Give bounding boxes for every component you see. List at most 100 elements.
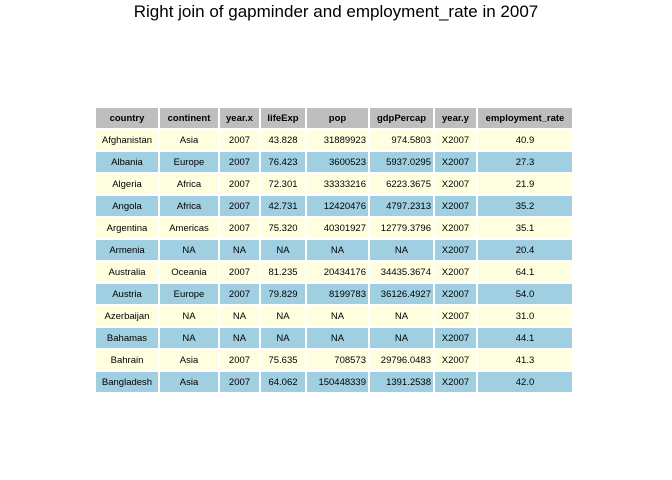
cell-year-y: X2007 — [435, 130, 476, 150]
cell-employment-rate: 64.1 — [478, 262, 572, 282]
cell-lifeexp: 81.235 — [261, 262, 305, 282]
cell-pop: 12420476 — [307, 196, 368, 216]
cell-year-y: X2007 — [435, 218, 476, 238]
cell-pop: 31889923 — [307, 130, 368, 150]
cell-continent: Asia — [160, 372, 218, 392]
cell-gdppercap: 1391.2538 — [370, 372, 433, 392]
cell-country: Australia — [96, 262, 158, 282]
cell-year-x: 2007 — [220, 196, 259, 216]
cell-pop: 20434176 — [307, 262, 368, 282]
cell-lifeexp: 76.423 — [261, 152, 305, 172]
cell-employment-rate: 27.3 — [478, 152, 572, 172]
cell-lifeexp: 64.062 — [261, 372, 305, 392]
table-row: Australia Oceania 2007 81.235 20434176 34435.… — [96, 262, 572, 282]
cell-year-x: NA — [220, 328, 259, 348]
table-row: Bahrain Asia 2007 75.635 708573 29796.0483 X20… — [96, 350, 572, 370]
cell-gdppercap: 34435.3674 — [370, 262, 433, 282]
cell-gdppercap: 974.5803 — [370, 130, 433, 150]
cell-year-x: NA — [220, 240, 259, 260]
table-row: Albania Europe 2007 76.423 3600523 5937.0295 X… — [96, 152, 572, 172]
cell-year-y: X2007 — [435, 350, 476, 370]
cell-continent: Africa — [160, 196, 218, 216]
cell-pop: NA — [307, 306, 368, 326]
cell-country: Argentina — [96, 218, 158, 238]
cell-country: Algeria — [96, 174, 158, 194]
column-header-year-x: year.x — [220, 108, 259, 128]
cell-pop: NA — [307, 240, 368, 260]
cell-employment-rate: 35.1 — [478, 218, 572, 238]
table-row: Armenia NA NA NA NA NA X2007 20.4 — [96, 240, 572, 260]
cell-employment-rate: 21.9 — [478, 174, 572, 194]
cell-gdppercap: 6223.3675 — [370, 174, 433, 194]
cell-lifeexp: NA — [261, 240, 305, 260]
cell-country: Angola — [96, 196, 158, 216]
column-header-year-y: year.y — [435, 108, 476, 128]
cell-lifeexp: 79.829 — [261, 284, 305, 304]
cell-year-x: 2007 — [220, 262, 259, 282]
cell-pop: 150448339 — [307, 372, 368, 392]
cell-continent: Africa — [160, 174, 218, 194]
cell-country: Albania — [96, 152, 158, 172]
cell-gdppercap: 36126.4927 — [370, 284, 433, 304]
table-row: Afghanistan Asia 2007 43.828 31889923 974.580… — [96, 130, 572, 150]
cell-country: Austria — [96, 284, 158, 304]
cell-gdppercap: 4797.2313 — [370, 196, 433, 216]
cell-employment-rate: 20.4 — [478, 240, 572, 260]
cell-lifeexp: 42.731 — [261, 196, 305, 216]
cell-year-y: X2007 — [435, 262, 476, 282]
cell-year-x: 2007 — [220, 152, 259, 172]
cell-employment-rate: 35.2 — [478, 196, 572, 216]
cell-year-x: 2007 — [220, 218, 259, 238]
column-header-continent: continent — [160, 108, 218, 128]
cell-year-y: X2007 — [435, 196, 476, 216]
cell-year-x: 2007 — [220, 350, 259, 370]
table-body: Afghanistan Asia 2007 43.828 31889923 974.580… — [96, 130, 572, 392]
cell-employment-rate: 31.0 — [478, 306, 572, 326]
cell-continent: Oceania — [160, 262, 218, 282]
cell-lifeexp: NA — [261, 328, 305, 348]
cell-pop: 33333216 — [307, 174, 368, 194]
cell-year-x: 2007 — [220, 130, 259, 150]
cell-country: Armenia — [96, 240, 158, 260]
cell-year-y: X2007 — [435, 240, 476, 260]
cell-country: Afghanistan — [96, 130, 158, 150]
table-row: Azerbaijan NA NA NA NA NA X2007 31.0 — [96, 306, 572, 326]
cell-continent: Europe — [160, 284, 218, 304]
cell-year-y: X2007 — [435, 174, 476, 194]
cell-continent: Asia — [160, 130, 218, 150]
cell-gdppercap: NA — [370, 240, 433, 260]
table-row: Austria Europe 2007 79.829 8199783 36126.4927… — [96, 284, 572, 304]
cell-year-y: X2007 — [435, 306, 476, 326]
column-header-gdppercap: gdpPercap — [370, 108, 433, 128]
column-header-lifeexp: lifeExp — [261, 108, 305, 128]
cell-employment-rate: 42.0 — [478, 372, 572, 392]
cell-year-y: X2007 — [435, 152, 476, 172]
cell-pop: 708573 — [307, 350, 368, 370]
cell-year-y: X2007 — [435, 372, 476, 392]
cell-year-x: 2007 — [220, 372, 259, 392]
cell-pop: 3600523 — [307, 152, 368, 172]
cell-gdppercap: 29796.0483 — [370, 350, 433, 370]
table-row: Bangladesh Asia 2007 64.062 150448339 1391.25… — [96, 372, 572, 392]
cell-country: Azerbaijan — [96, 306, 158, 326]
cell-year-y: X2007 — [435, 328, 476, 348]
cell-year-x: 2007 — [220, 174, 259, 194]
cell-gdppercap: NA — [370, 306, 433, 326]
cell-continent: NA — [160, 306, 218, 326]
cell-pop: NA — [307, 328, 368, 348]
cell-country: Bahamas — [96, 328, 158, 348]
cell-country: Bahrain — [96, 350, 158, 370]
cell-gdppercap: NA — [370, 328, 433, 348]
cell-continent: Europe — [160, 152, 218, 172]
cell-continent: NA — [160, 328, 218, 348]
cell-employment-rate: 44.1 — [478, 328, 572, 348]
cell-year-y: X2007 — [435, 284, 476, 304]
table-row: Angola Africa 2007 42.731 12420476 4797.2313 X… — [96, 196, 572, 216]
cell-gdppercap: 12779.3796 — [370, 218, 433, 238]
cell-lifeexp: 75.320 — [261, 218, 305, 238]
table-row: Argentina Americas 2007 75.320 40301927 12779… — [96, 218, 572, 238]
column-header-employment-rate: employment_rate — [478, 108, 572, 128]
table-header-row: country continent year.x lifeExp pop gdp… — [96, 108, 572, 128]
cell-gdppercap: 5937.0295 — [370, 152, 433, 172]
table-row: Algeria Africa 2007 72.301 33333216 6223.3675… — [96, 174, 572, 194]
